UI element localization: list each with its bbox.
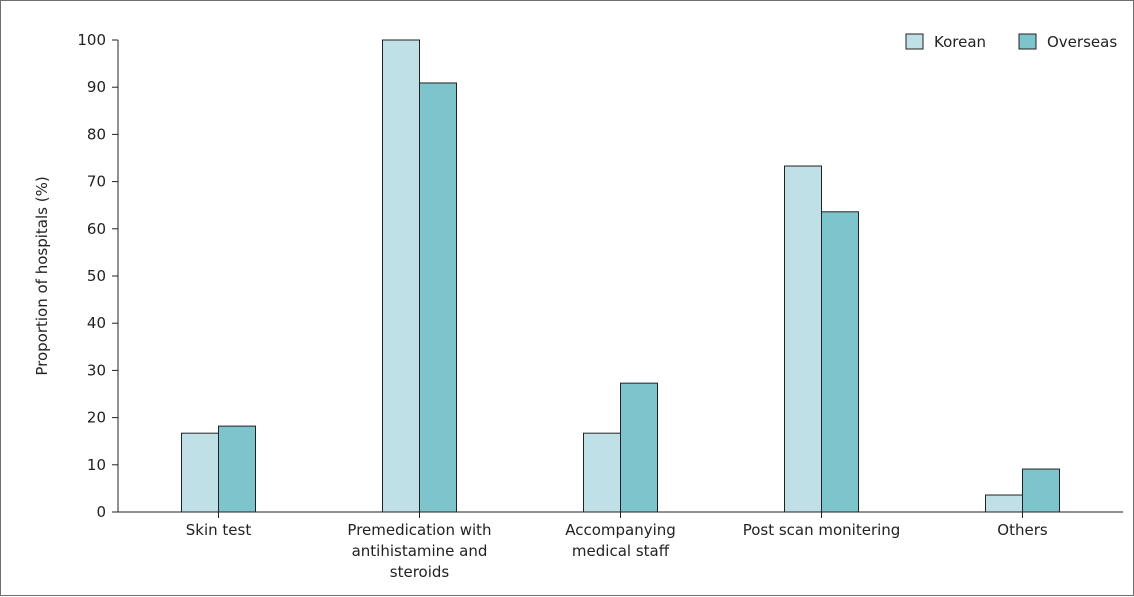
y-tick-label: 60	[87, 220, 106, 238]
y-tick-label: 70	[87, 173, 106, 191]
bar-korean-2	[382, 39, 420, 513]
legend-label-korean: Korean	[934, 33, 986, 51]
y-ticks: 0 10 20 30 40 50 60 70 80 90 100	[77, 31, 118, 521]
x-category-label: Others	[997, 521, 1048, 539]
x-category-label-line: steroids	[390, 563, 450, 581]
y-tick-label: 0	[96, 503, 106, 521]
x-category-label: Skin test	[186, 521, 252, 539]
bar-korean-5	[985, 494, 1023, 513]
legend-label-overseas: Overseas	[1047, 33, 1117, 51]
bars	[181, 39, 1060, 513]
x-category-label-line: Accompanying	[565, 521, 676, 539]
y-tick-label: 50	[87, 267, 106, 285]
x-category-labels: Skin test Premedication with antihistamine…	[186, 512, 1048, 581]
legend-swatch-overseas	[1018, 33, 1037, 50]
y-tick-label: 20	[87, 409, 106, 427]
y-axis-title: Proportion of hospitals (%)	[33, 176, 51, 375]
bar-overseas-1	[218, 425, 256, 513]
x-category-label-line: Premedication with	[347, 521, 491, 539]
x-category-label-line: Others	[997, 521, 1048, 539]
x-category-label-line: Post scan monitering	[743, 521, 901, 539]
x-category-label: Post scan monitering	[743, 521, 901, 539]
x-category-label-line: medical staff	[572, 542, 670, 560]
x-category-label-line: antihistamine and	[352, 542, 488, 560]
x-category-label: Premedication with antihistamine and stero…	[347, 521, 491, 581]
bar-overseas-2	[419, 82, 457, 513]
bar-korean-3	[583, 432, 621, 513]
x-category-label-line: Skin test	[186, 521, 252, 539]
y-tick-label: 80	[87, 125, 106, 143]
legend: Korean Overseas	[905, 33, 1117, 51]
bar-korean-1	[181, 432, 219, 513]
bar-overseas-4	[821, 211, 859, 513]
y-tick-label: 40	[87, 314, 106, 332]
bar-overseas-3	[620, 382, 658, 513]
y-tick-label: 90	[87, 78, 106, 96]
bar-korean-4	[784, 165, 822, 513]
y-tick-label: 30	[87, 361, 106, 379]
y-tick-label: 10	[87, 456, 106, 474]
bar-overseas-5	[1022, 468, 1060, 513]
x-category-label: Accompanying medical staff	[565, 521, 676, 560]
legend-swatch-korean	[905, 33, 924, 50]
y-tick-label: 100	[77, 31, 106, 49]
